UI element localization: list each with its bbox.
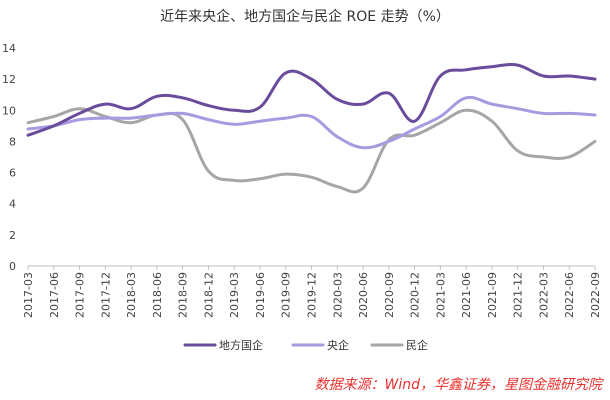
- series-line-1: [26, 63, 597, 137]
- x-tick-label: 2020-03: [331, 272, 344, 318]
- x-tick-label: 2018-06: [151, 272, 164, 318]
- y-tick-label: 14: [2, 42, 16, 55]
- y-tick-label: 2: [9, 229, 16, 242]
- x-tick-label: 2017-12: [99, 272, 112, 318]
- x-tick-label: 2019-12: [306, 272, 319, 318]
- y-tick-label: 6: [9, 167, 16, 180]
- y-tick-label: 0: [9, 260, 16, 273]
- x-tick-label: 2018-03: [125, 272, 138, 318]
- series-line-3: [26, 107, 597, 194]
- x-tick-label: 2022-03: [537, 272, 550, 318]
- series-line-2: [26, 95, 597, 150]
- x-tick-label: 2021-06: [460, 272, 473, 318]
- y-tick-label: 4: [9, 198, 16, 211]
- x-tick-label: 2021-12: [512, 272, 525, 318]
- x-tick-label: 2017-03: [22, 272, 35, 318]
- x-tick-label: 2020-06: [357, 272, 370, 318]
- x-tick-label: 2021-09: [486, 272, 499, 318]
- x-tick-label: 2019-06: [254, 272, 267, 318]
- x-tick-label: 2019-09: [280, 272, 293, 318]
- data-source-note: 数据来源：Wind，华鑫证券，星图金融研究院: [314, 377, 603, 393]
- x-tick-label: 2018-12: [202, 272, 215, 318]
- x-tick-label: 2018-09: [177, 272, 190, 318]
- x-tick-label: 2019-03: [228, 272, 241, 318]
- chart-title: 近年来央企、地方国企与民企 ROE 走势（%）: [160, 9, 450, 25]
- x-tick-label: 2017-09: [74, 272, 87, 318]
- y-tick-label: 12: [2, 73, 16, 86]
- x-tick-label: 2021-03: [434, 272, 447, 318]
- x-tick-label: 2020-09: [383, 272, 396, 318]
- x-tick-label: 2022-06: [563, 272, 576, 318]
- x-tick-label: 2017-06: [48, 272, 61, 318]
- y-tick-label: 8: [9, 135, 16, 148]
- x-tick-label: 2020-12: [409, 272, 422, 318]
- y-tick-label: 10: [2, 104, 16, 117]
- legend-label: 地方国企: [219, 338, 263, 352]
- legend-label: 央企: [327, 338, 349, 352]
- legend-label: 民企: [406, 338, 428, 352]
- x-tick-label: 2022-09: [589, 272, 602, 318]
